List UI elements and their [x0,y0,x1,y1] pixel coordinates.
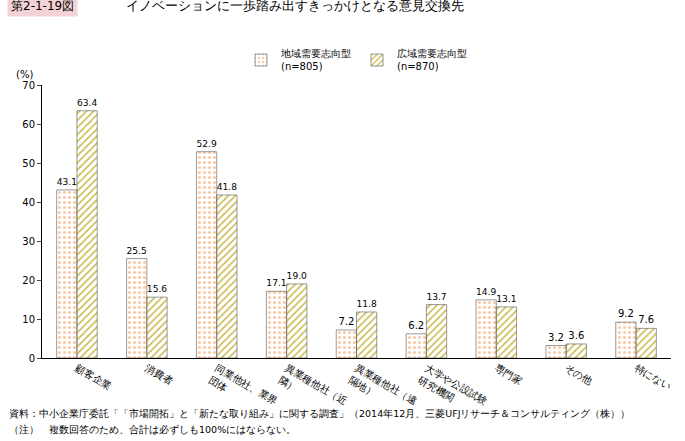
svg-text:41.8: 41.8 [217,182,237,192]
svg-text:異業種他社（遠隔地）: 異業種他社（遠隔地） [347,363,420,419]
svg-text:50: 50 [22,158,35,169]
svg-text:10: 10 [22,314,35,325]
svg-text:大学や公設試験研究機関: 大学や公設試験研究機関 [416,363,489,419]
svg-text:7.6: 7.6 [638,314,654,325]
svg-text:0: 0 [29,353,35,364]
svg-text:イノベーションに一歩踏み出すきっかけとなる意見交換先: イノベーションに一歩踏み出すきっかけとなる意見交換先 [126,0,464,13]
svg-text:70: 70 [22,80,35,91]
svg-text:消費者: 消費者 [143,363,174,388]
svg-text:異業種他社（近隣）: 異業種他社（近隣） [277,363,350,419]
svg-text:7.2: 7.2 [338,316,354,327]
svg-text:顧客企業: 顧客企業 [73,363,113,393]
svg-text:第2-1-19図: 第2-1-19図 [11,0,74,13]
svg-text:13.7: 13.7 [426,292,446,302]
svg-text:60: 60 [22,119,35,130]
svg-text:13.1: 13.1 [496,294,516,304]
svg-text:19.0: 19.0 [287,271,307,281]
svg-text:3.2: 3.2 [548,332,564,343]
svg-text:52.9: 52.9 [196,139,216,149]
svg-text:15.6: 15.6 [147,284,167,294]
svg-text:9.2: 9.2 [618,308,634,319]
svg-text:その他: その他 [563,363,594,388]
svg-text:6.2: 6.2 [408,320,424,331]
svg-text:同業他社、業界団体: 同業他社、業界団体 [207,363,280,419]
svg-text:20: 20 [22,275,35,286]
svg-text:(%): (%) [16,69,33,80]
svg-text:25.5: 25.5 [127,246,147,256]
svg-text:専門家: 専門家 [493,363,524,388]
svg-text:地域需要志向型(n=805): 地域需要志向型(n=805) [280,48,351,72]
svg-text:63.4: 63.4 [77,98,97,108]
svg-text:広域需要志向型(n=870): 広域需要志向型(n=870) [397,48,467,72]
svg-text:特にない: 特にない [633,363,673,393]
svg-text:14.9: 14.9 [476,287,496,297]
svg-text:11.8: 11.8 [357,299,377,309]
svg-text:43.1: 43.1 [57,177,77,187]
svg-text:40: 40 [22,197,35,208]
svg-text:30: 30 [22,236,35,247]
svg-text:（注） 複数回答のため、合計は必ずしも100%にはならない。: （注） 複数回答のため、合計は必ずしも100%にはならない。 [9,424,296,436]
svg-text:資料：中小企業庁委託「「市場開拓」と「新たな取り組み」に関す: 資料：中小企業庁委託「「市場開拓」と「新たな取り組み」に関する調査」（2014年… [9,408,631,419]
svg-text:3.6: 3.6 [568,330,584,341]
svg-text:17.1: 17.1 [266,278,286,288]
